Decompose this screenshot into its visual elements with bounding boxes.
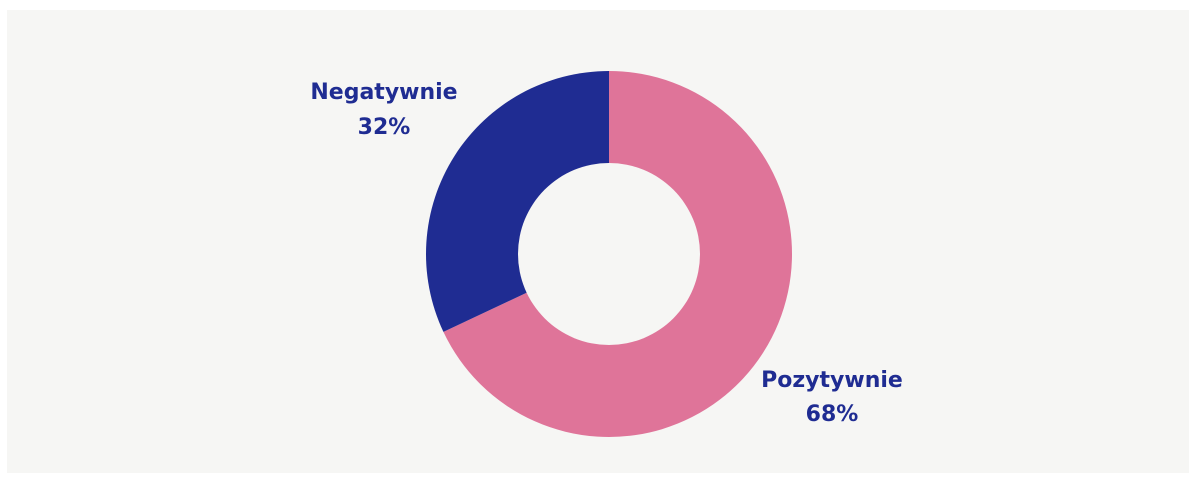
- slice-label-name-pozytywnie: Pozytywnie: [761, 368, 903, 393]
- slice-label-name-negatywnie: Negatywnie: [310, 80, 457, 105]
- slice-label-value-negatywnie: 32%: [358, 115, 411, 140]
- donut-hole: [518, 163, 700, 345]
- slice-label-value-pozytywnie: 68%: [806, 402, 859, 427]
